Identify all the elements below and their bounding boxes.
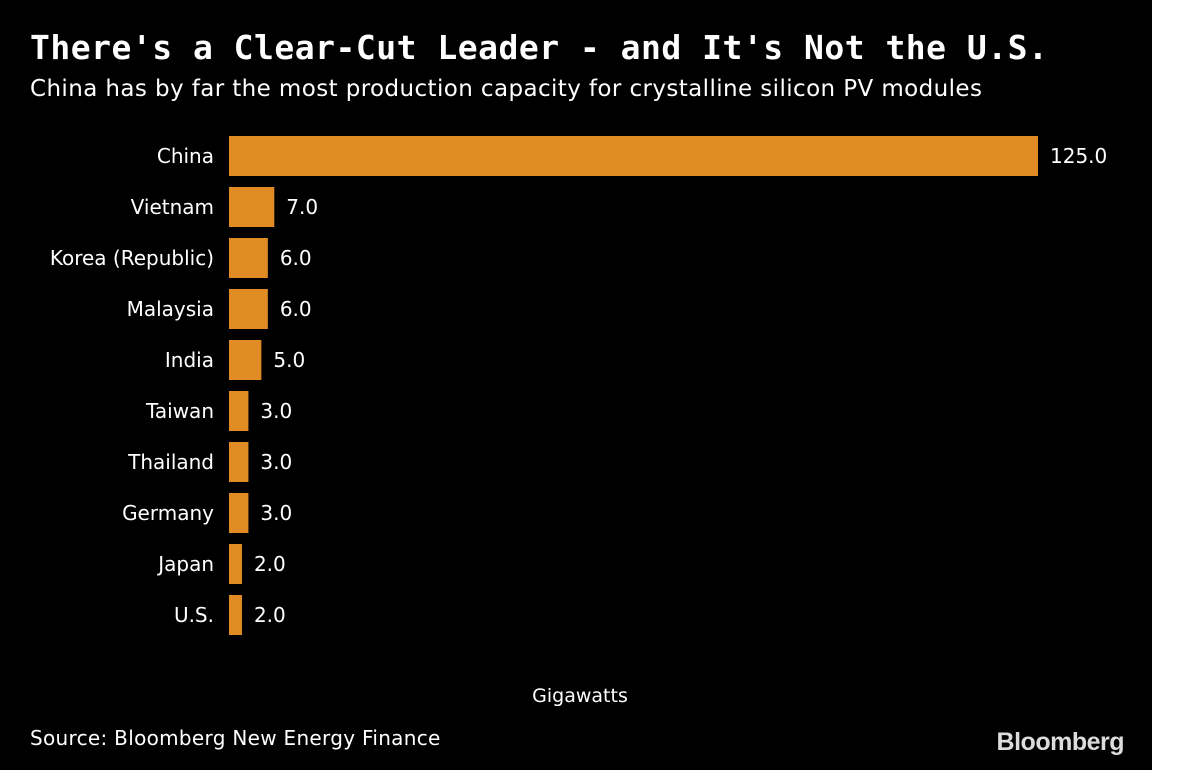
bar — [229, 442, 249, 482]
category-label: Vietnam — [131, 195, 214, 219]
category-label: China — [157, 144, 214, 168]
value-label: 3.0 — [260, 501, 292, 525]
category-label: Taiwan — [145, 399, 214, 423]
value-label: 3.0 — [260, 450, 292, 474]
bar — [229, 289, 268, 329]
source-note: Source: Bloomberg New Energy Finance — [30, 726, 441, 750]
category-label: Germany — [122, 501, 214, 525]
bloomberg-logo: Bloomberg — [996, 728, 1125, 756]
value-label: 6.0 — [280, 246, 312, 270]
value-label: 5.0 — [273, 348, 305, 372]
chart-title: There's a Clear-Cut Leader - and It's No… — [30, 28, 1049, 67]
value-label: 3.0 — [260, 399, 292, 423]
category-label: Japan — [156, 552, 214, 576]
chart-canvas: There's a Clear-Cut Leader - and It's No… — [0, 0, 1152, 770]
category-label: Malaysia — [127, 297, 214, 321]
category-label: U.S. — [174, 603, 214, 627]
category-label: Thailand — [127, 450, 214, 474]
bar — [229, 493, 249, 533]
chart-subtitle: China has by far the most production cap… — [30, 76, 983, 102]
value-label: 7.0 — [286, 195, 318, 219]
category-label: Korea (Republic) — [50, 246, 214, 270]
value-label: 2.0 — [254, 603, 286, 627]
x-axis-label: Gigawatts — [532, 685, 628, 707]
category-label: India — [165, 348, 214, 372]
value-label: 2.0 — [254, 552, 286, 576]
bar — [229, 136, 1038, 176]
bar — [229, 340, 262, 380]
bar — [229, 187, 275, 227]
bar — [229, 238, 268, 278]
bar — [229, 544, 242, 584]
value-label: 6.0 — [280, 297, 312, 321]
value-label: 125.0 — [1050, 144, 1107, 168]
bar — [229, 595, 242, 635]
bar — [229, 391, 249, 431]
bar-chart: China 125.0 Vietnam 7.0 Korea (Republic) 6.0 M… — [50, 136, 1107, 635]
